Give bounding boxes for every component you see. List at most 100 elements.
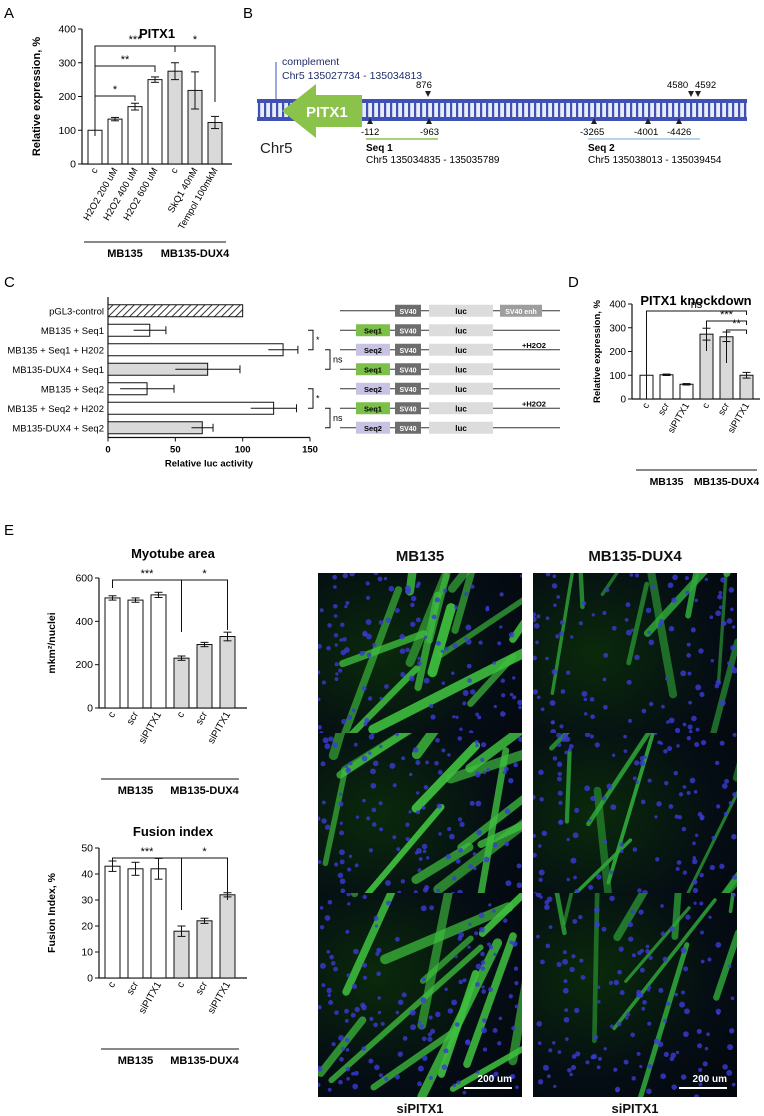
nucleus (720, 577, 726, 583)
micrograph-col-mb135-dux4: MB135-DUX4 (533, 548, 737, 565)
nucleus (556, 595, 560, 599)
category-label: c (89, 166, 101, 176)
bar (168, 71, 182, 164)
nucleus (452, 643, 457, 648)
nucleus (558, 772, 562, 776)
nucleus (565, 1037, 569, 1041)
nucleus (376, 972, 381, 977)
nucleus (343, 573, 348, 578)
nucleus (584, 712, 588, 716)
bar (128, 869, 143, 978)
nucleus (520, 574, 522, 577)
nucleus (590, 734, 594, 738)
nucleus (434, 761, 439, 766)
nucleus (464, 592, 468, 596)
nucleus (423, 887, 428, 892)
myotube (564, 893, 580, 923)
nucleus (674, 993, 678, 997)
myotube (355, 893, 369, 894)
nucleus (719, 605, 723, 609)
nucleus (339, 1057, 344, 1062)
nucleus (632, 953, 636, 957)
nucleus (362, 756, 368, 762)
nucleus (694, 1094, 699, 1097)
nucleus (602, 611, 606, 615)
nucleus (617, 970, 622, 975)
nucleus (634, 655, 639, 660)
nucleus (538, 844, 542, 848)
nucleus (393, 783, 397, 787)
nucleus (657, 740, 661, 744)
nucleus (497, 1041, 501, 1045)
nucleus (405, 648, 410, 653)
marker-label-963: -963 (420, 127, 439, 138)
nucleus (429, 905, 434, 910)
myotube (617, 893, 669, 937)
significance-label: * (316, 394, 320, 404)
y-axis-label: Relative expression, % (31, 37, 43, 156)
nucleus (493, 1028, 498, 1033)
nucleus (339, 793, 342, 796)
nucleus (564, 751, 568, 755)
nucleus (637, 951, 642, 956)
nucleus (503, 918, 507, 922)
nucleus (367, 653, 372, 658)
nucleus (579, 958, 583, 962)
nucleus (631, 1076, 635, 1080)
nucleus (538, 1041, 542, 1045)
nucleus (370, 783, 376, 789)
nucleus (695, 684, 701, 690)
nucleus (487, 942, 491, 946)
category-label: pGL3-control (49, 306, 104, 317)
nucleus (687, 643, 691, 647)
nucleus (318, 725, 322, 729)
nucleus (648, 640, 654, 646)
nucleus (468, 864, 473, 869)
nucleus (504, 767, 509, 772)
nucleus (659, 619, 664, 624)
significance-label: *** (141, 568, 155, 580)
nucleus (463, 978, 467, 982)
nucleus (538, 770, 544, 776)
nucleus (708, 916, 711, 919)
nucleus (676, 1051, 679, 1054)
nucleus (456, 1080, 460, 1084)
nucleus (733, 733, 737, 737)
nucleus (567, 838, 570, 841)
nucleus (362, 686, 367, 691)
nucleus (328, 994, 332, 998)
nucleus (512, 676, 515, 679)
nucleus (486, 768, 490, 772)
nucleus (557, 762, 562, 767)
nucleus (543, 1065, 549, 1071)
significance-bracket (308, 330, 313, 350)
category-label: scr (194, 979, 211, 997)
nucleus (558, 791, 563, 796)
construct-insert-label: Seq2 (364, 424, 382, 433)
nucleus (617, 1022, 622, 1027)
nucleus (417, 657, 421, 661)
nucleus (345, 930, 349, 934)
nucleus (538, 878, 542, 882)
nucleus (435, 1012, 441, 1018)
nucleus (345, 768, 350, 773)
nucleus (609, 896, 614, 901)
nucleus (375, 924, 378, 927)
group-label: MB135 (118, 785, 153, 797)
nucleus (726, 1070, 732, 1076)
nucleus (344, 605, 347, 608)
nucleus (499, 592, 503, 596)
nucleus (325, 824, 331, 830)
nucleus (732, 792, 737, 797)
nucleus (671, 1052, 677, 1058)
nucleus (510, 693, 514, 697)
y-axis-label: Fusion Index, % (46, 872, 58, 953)
nucleus (323, 737, 329, 743)
nucleus (687, 791, 691, 795)
nucleus (355, 863, 359, 867)
nucleus (345, 1038, 350, 1043)
nucleus (727, 618, 733, 624)
nucleus (320, 608, 324, 612)
nucleus (338, 668, 342, 672)
